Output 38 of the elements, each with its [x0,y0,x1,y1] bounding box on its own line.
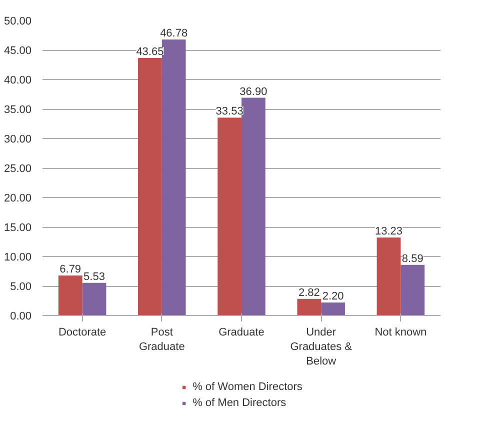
bar [242,98,266,316]
y-tick-label: 0.00 [10,310,32,322]
y-tick-label: 45.00 [4,45,32,57]
data-label: 6.79 [60,263,82,276]
bar [162,40,186,316]
y-tick-label: 30.00 [4,134,32,146]
y-tick-label: 40.00 [4,74,32,86]
x-tick-label: Graduate [218,326,264,338]
bar [400,264,425,316]
x-tick-label: Doctorate [58,326,106,338]
y-tick-label: 20.00 [4,192,32,204]
data-label: 43.65 [136,46,164,58]
data-label: 13.23 [374,225,403,238]
data-label: 5.53 [84,270,105,283]
data-label: 2.82 [298,286,320,299]
y-tick-label: 15.00 [4,222,32,234]
bar [218,118,242,316]
legend-label: % of Women Directors [192,381,302,393]
y-tick-label: 25.00 [4,163,32,175]
bar [138,58,162,316]
legend-label: % of Men Directors [192,397,286,409]
bar [58,275,82,316]
bar [321,302,345,316]
data-label: 46.78 [160,28,188,40]
y-tick-label: 50.00 [4,16,32,28]
y-tick-label: 10.00 [4,252,32,264]
bar [82,282,106,316]
bar [376,237,401,316]
y-tick-label: 35.00 [4,104,32,116]
x-tick-label: Under Graduates & Below [290,326,353,368]
data-label: 36.90 [240,86,268,98]
y-tick-label: 5.00 [10,281,32,293]
data-label: 2.20 [322,290,344,303]
x-tick-label: Post Graduate [138,326,185,353]
data-label: 8.59 [402,252,424,265]
bar [297,298,322,316]
data-label: 33.53 [216,106,244,118]
x-tick-label: Not known [374,326,427,338]
